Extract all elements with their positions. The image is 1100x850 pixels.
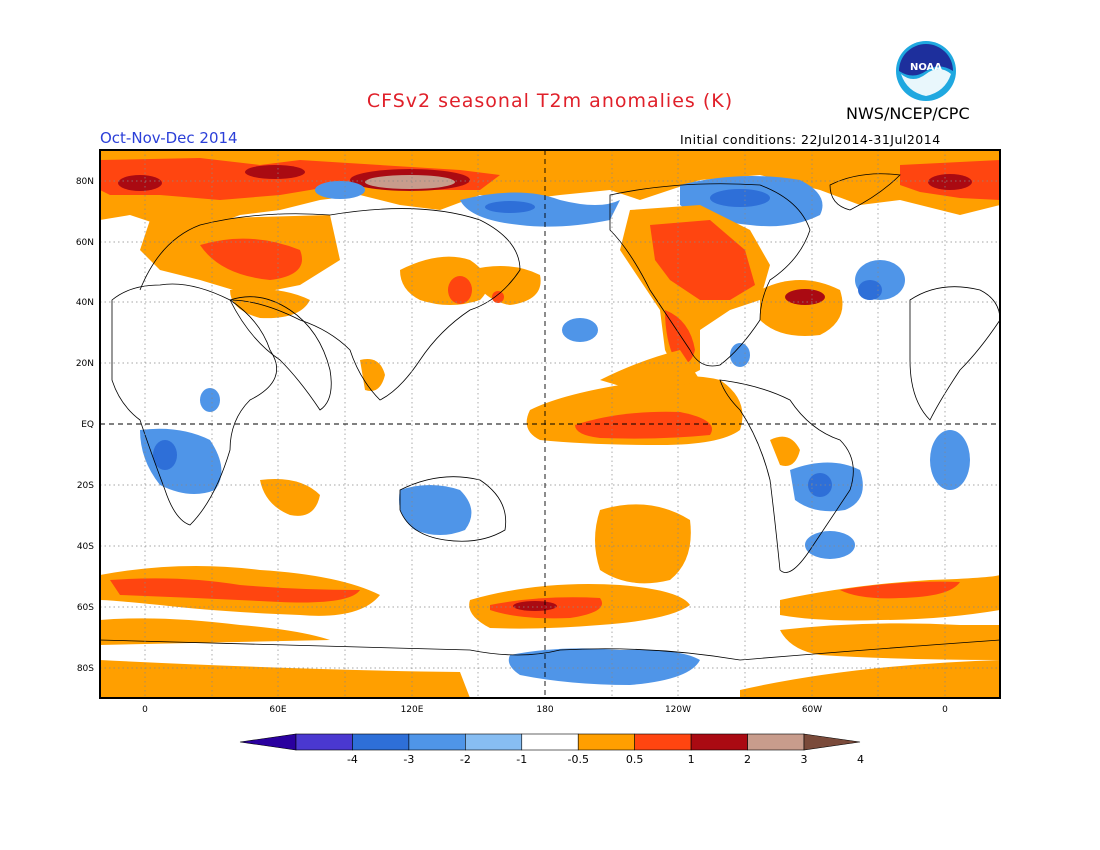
colorbar-swatch (465, 733, 523, 751)
noaa-logo-text: NOAA (910, 62, 942, 73)
colorbar: -4 -3 -2 -1 -0.5 0.5 1 2 3 4 (239, 733, 864, 766)
lon-label: 180 (536, 705, 553, 715)
colorbar-swatch (521, 733, 579, 751)
colorbar-swatch (577, 733, 635, 751)
colorbar-label: 2 (744, 753, 751, 766)
coastlines (100, 173, 1000, 661)
lon-label: 60W (802, 705, 822, 715)
colorbar-high-arrow (803, 733, 861, 751)
lon-label: 60E (269, 705, 286, 715)
lat-label: 40N (76, 298, 94, 308)
colorbar-label: 3 (801, 753, 808, 766)
lat-label: 40S (77, 542, 94, 552)
lat-label: 60N (76, 238, 94, 248)
lon-labels: 0 60E 120E 180 120W 60W 0 (142, 705, 948, 715)
colorbar-swatch (634, 733, 692, 751)
colorbar-swatch (690, 733, 748, 751)
colorbar-swatch (408, 733, 466, 751)
lat-label: 80S (77, 664, 94, 674)
lon-label: 0 (942, 705, 948, 715)
lat-label: 20N (76, 359, 94, 369)
colorbar-label: -2 (460, 753, 471, 766)
colorbar-label: -4 (347, 753, 358, 766)
lat-label: EQ (81, 420, 94, 430)
colorbar-label: -3 (403, 753, 414, 766)
colorbar-label: 1 (688, 753, 695, 766)
lon-label: 120W (665, 705, 691, 715)
lat-label: 60S (77, 603, 94, 613)
lon-label: 0 (142, 705, 148, 715)
agency-label: NWS/NCEP/CPC (846, 104, 970, 123)
colorbar-swatch (747, 733, 805, 751)
graticule (100, 150, 1000, 698)
colorbar-label: -1 (516, 753, 527, 766)
lat-label: 20S (77, 481, 94, 491)
colorbar-swatch (352, 733, 410, 751)
initial-conditions-label: Initial conditions: 22Jul2014-31Jul2014 (680, 132, 941, 147)
colorbar-low-arrow (239, 733, 297, 751)
lon-label: 120E (401, 705, 424, 715)
colorbar-label: 0.5 (626, 753, 644, 766)
lat-label: 80N (76, 177, 94, 187)
colorbar-label: -0.5 (567, 753, 588, 766)
period-label: Oct-Nov-Dec 2014 (100, 129, 238, 147)
map-frame (99, 149, 1001, 699)
colorbar-label: 4 (857, 753, 864, 766)
lat-labels: 80N 60N 40N 20N EQ 20S 40S 60S 80S (76, 177, 94, 674)
map-title: CFSv2 seasonal T2m anomalies (K) (366, 90, 734, 112)
colorbar-swatch (295, 733, 353, 751)
noaa-logo: NOAA (896, 41, 956, 101)
